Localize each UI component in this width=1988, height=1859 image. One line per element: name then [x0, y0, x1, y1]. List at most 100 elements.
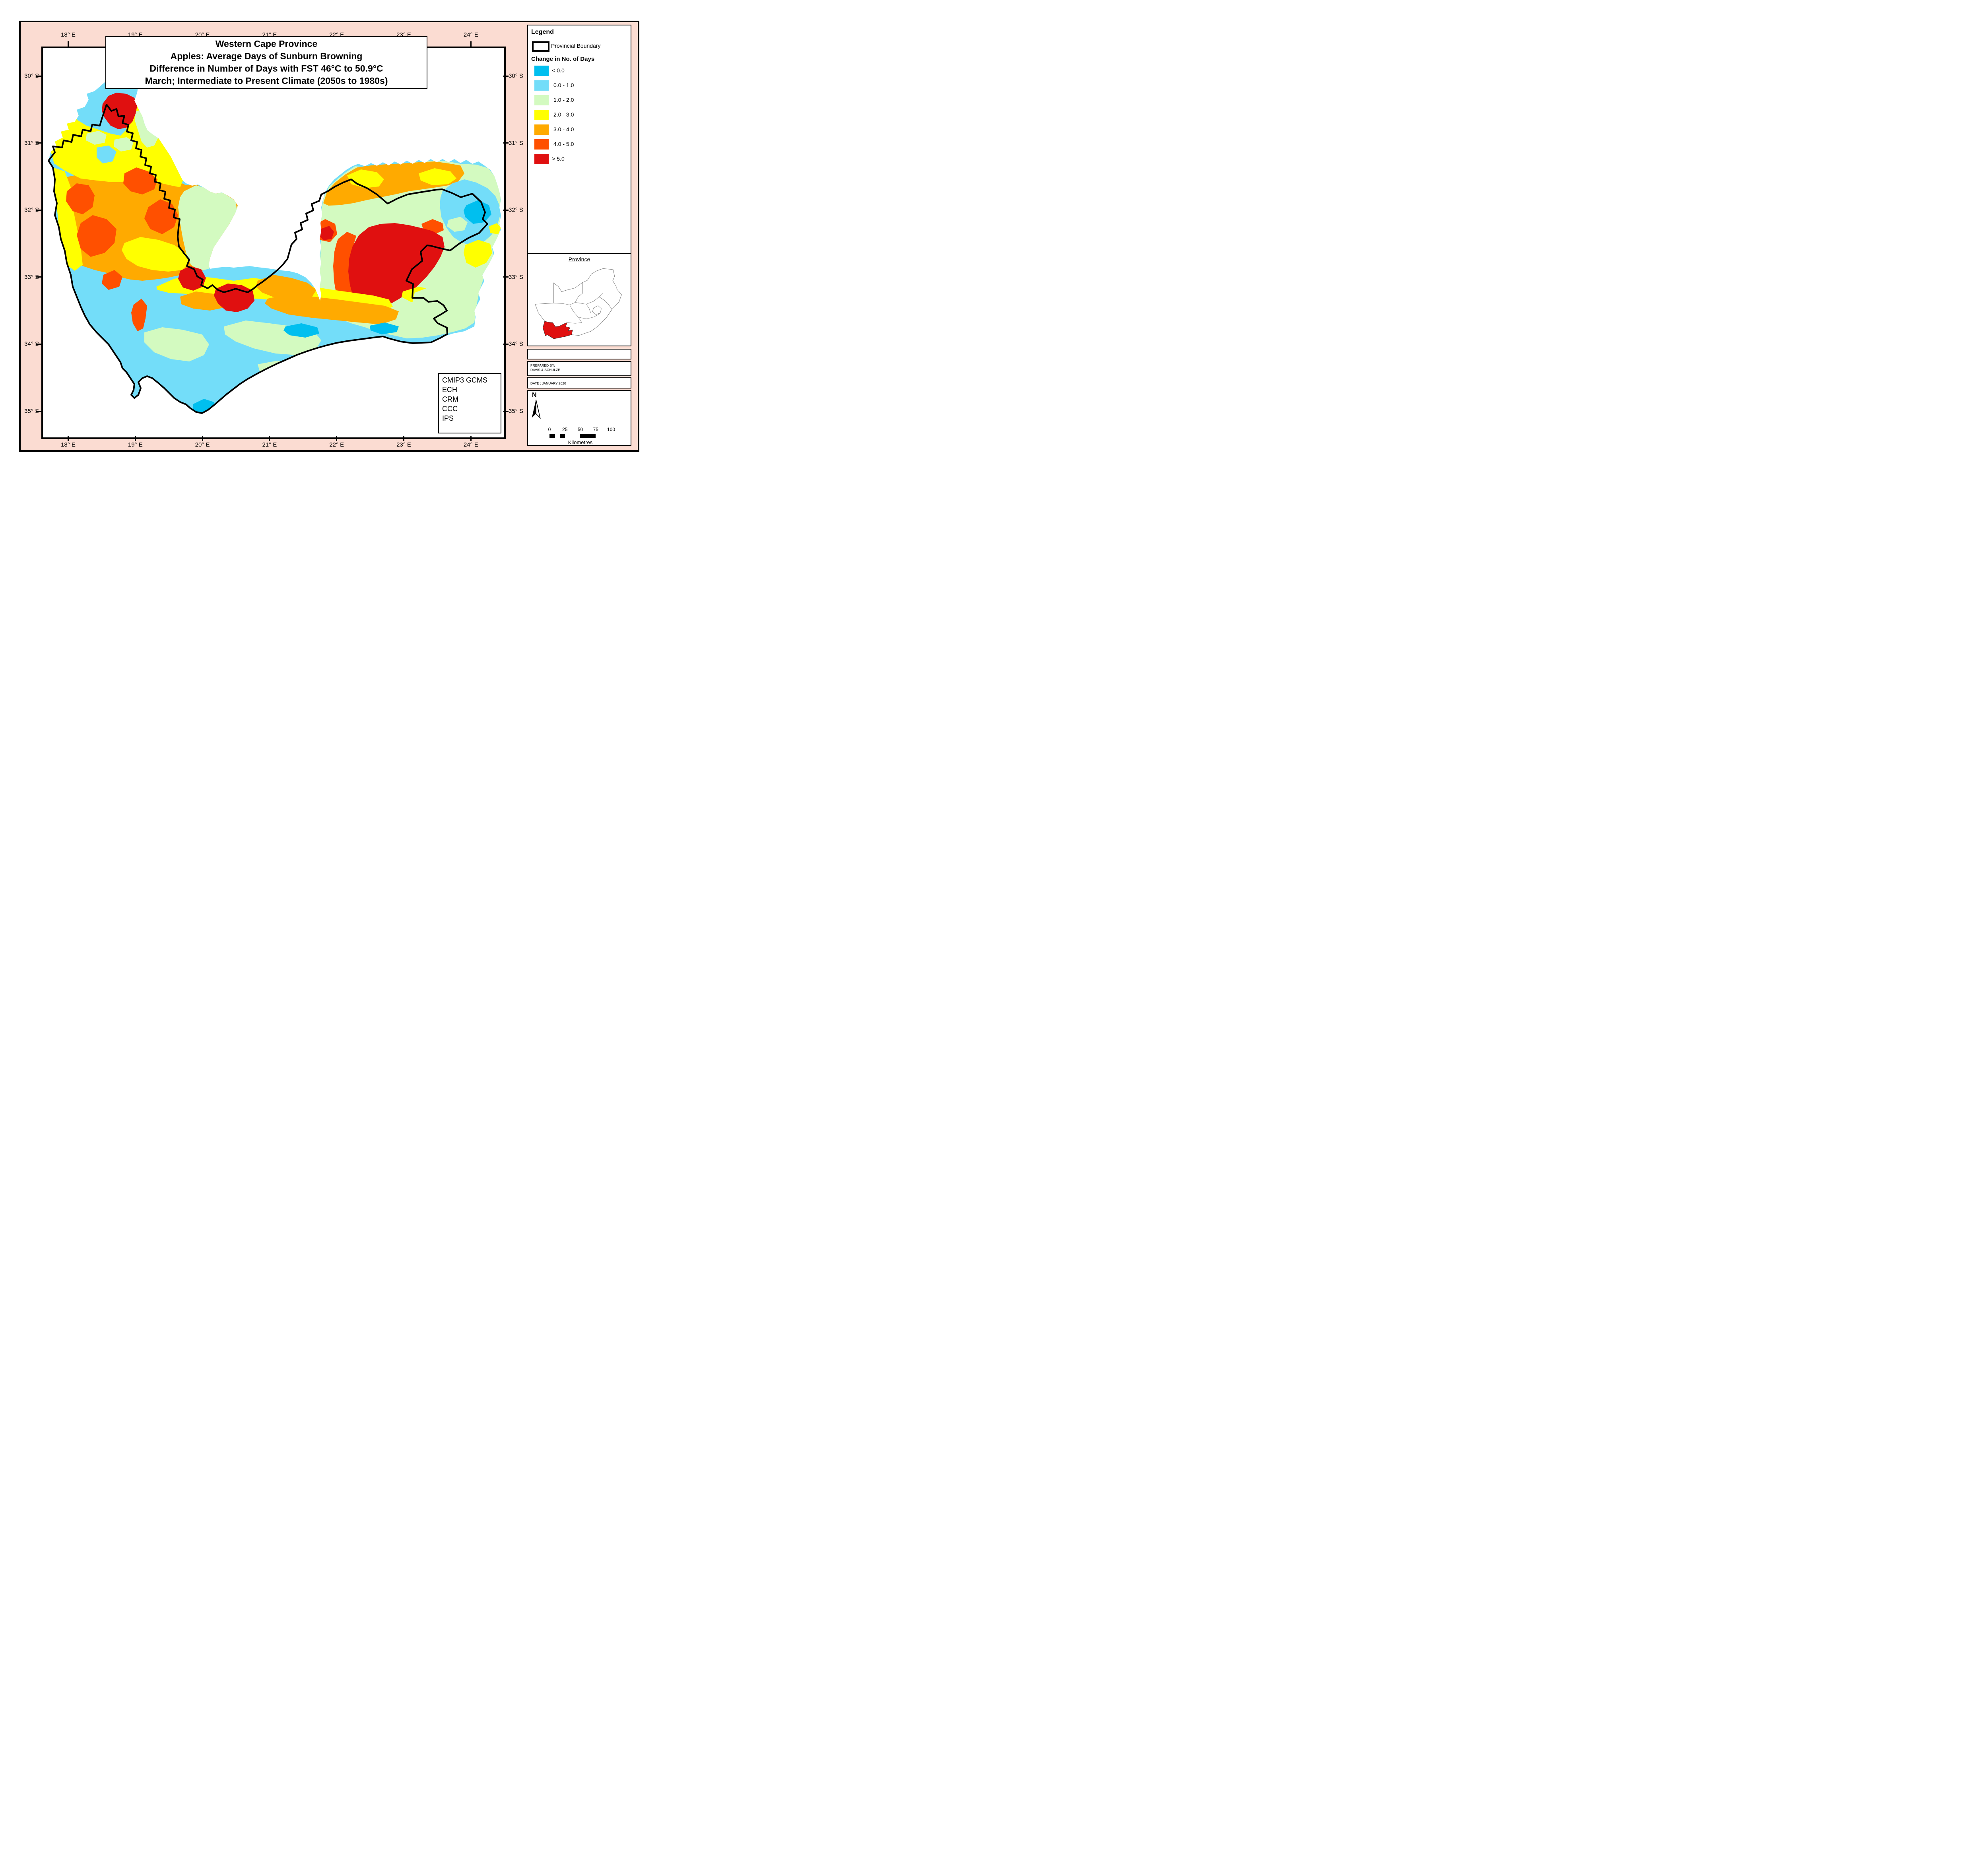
catchment-region-4050 — [66, 183, 95, 214]
prepared-by-label: PREPARED BY: — [530, 363, 555, 367]
sa-province-border — [575, 293, 604, 305]
axis-tick-right — [503, 142, 509, 144]
legend-color-swatch — [534, 124, 549, 135]
legend-row: < 0.0 — [534, 66, 630, 76]
map-title-box: Western Cape Province Apples: Average Da… — [105, 36, 427, 89]
axis-label-right: 32° S — [509, 206, 523, 214]
scalebar-unit: Kilometres — [568, 439, 593, 445]
catchment-region-4050 — [123, 167, 157, 194]
catchment-region-2030 — [489, 223, 501, 234]
axis-label-left: 33° S — [24, 274, 39, 281]
catchment-region-1020 — [144, 327, 209, 361]
scalebar-tick-labels: 0 25 50 75 100 — [548, 427, 615, 433]
lesotho-outline — [592, 305, 602, 315]
date-text: DATE : JANUARY 2020 — [530, 381, 566, 385]
axis-tick-left — [36, 410, 41, 412]
catchment-region-4050 — [131, 299, 147, 331]
axis-label-bottom: 18° E — [61, 441, 76, 448]
scalebar-tick-label: 100 — [607, 427, 615, 432]
scalebar-segment — [555, 434, 560, 438]
north-scale-box: N 0 25 50 75 100 Kilometres — [527, 390, 631, 446]
provincial-boundary-line — [48, 104, 488, 414]
axis-label-bottom: 23° E — [396, 441, 411, 448]
gcms-box: CMIP3 GCMS ECH CRM CCC IPS — [438, 373, 501, 433]
catchment-region-0010 — [97, 146, 116, 163]
prepared-by-box: PREPARED BY: DAVIS & SCHULZE — [527, 361, 631, 376]
catchment-region-2030 — [464, 240, 492, 268]
legend-class-label: < 0.0 — [552, 67, 565, 74]
scalebar-segment — [565, 434, 580, 438]
date-box: DATE : JANUARY 2020 — [527, 377, 631, 389]
axis-tick-right — [503, 209, 509, 211]
sa-province-border — [578, 313, 600, 319]
scalebar-segment — [580, 434, 596, 438]
provincial-boundary-label: Provincial Boundary — [551, 43, 601, 49]
axis-tick-bottom — [202, 436, 203, 441]
province-inset-panel: Province — [527, 253, 631, 346]
catchment-region-1020 — [412, 287, 476, 329]
legend-color-swatch — [534, 139, 549, 150]
catchment-region-50 — [102, 93, 137, 129]
axis-label-top: 24° E — [463, 31, 478, 38]
legend-row: 4.0 - 5.0 — [534, 139, 630, 150]
axis-label-right: 30° S — [509, 72, 523, 80]
scalebar-segment — [550, 434, 555, 438]
legend-class-label: 1.0 - 2.0 — [553, 97, 574, 103]
axis-label-left: 35° S — [24, 408, 39, 415]
south-africa-inset-map — [535, 268, 622, 339]
legend-class-label: 2.0 - 3.0 — [553, 111, 574, 118]
title-line: March; Intermediate to Present Climate (… — [145, 76, 388, 86]
catchment-region-1020 — [447, 217, 468, 232]
scalebar-segment — [595, 434, 611, 438]
axis-label-left: 32° S — [24, 206, 39, 214]
axis-tick-left — [36, 276, 41, 278]
catchment-region-4050 — [102, 270, 122, 290]
catchment-region-4050 — [333, 232, 356, 309]
sa-province-border — [586, 304, 591, 313]
legend-title: Legend — [531, 29, 554, 35]
axis-tick-bottom — [269, 436, 270, 441]
axis-tick-bottom — [336, 436, 338, 441]
legend-color-swatch — [534, 95, 549, 105]
legend-color-swatch — [534, 154, 549, 164]
axis-tick-right — [503, 75, 509, 77]
catchment-region-3040 — [256, 275, 316, 301]
catchment-region-1020 — [86, 131, 107, 145]
catchment-region-00 — [464, 200, 491, 224]
gcms-line: ECH — [442, 386, 458, 394]
axis-label-bottom: 24° E — [463, 441, 478, 448]
inset-title: Province — [568, 256, 590, 262]
north-label: N — [532, 392, 537, 398]
legend-color-swatch — [534, 66, 549, 76]
axis-label-bottom: 21° E — [262, 441, 277, 448]
axis-label-right: 34° S — [509, 340, 523, 348]
catchment-region-2030 — [419, 168, 456, 185]
scalebar-bar — [549, 434, 611, 438]
catchment-region-00 — [88, 354, 99, 380]
axis-tick-bottom — [68, 436, 69, 441]
scalebar: 0 25 50 75 100 Kilometres — [548, 427, 615, 445]
sa-province-border — [567, 322, 582, 324]
title-line: Western Cape Province — [215, 39, 318, 49]
catchment-region-00 — [370, 322, 399, 334]
axis-tick-right — [503, 343, 509, 345]
axis-label-right: 35° S — [509, 408, 523, 415]
catchment-region-2030 — [53, 167, 83, 271]
axis-label-right: 31° S — [509, 140, 523, 147]
axis-label-right: 33° S — [509, 274, 523, 281]
spacer-box — [527, 349, 631, 359]
legend-panel: Legend Provincial Boundary Change in No.… — [527, 25, 631, 254]
axis-label-top: 18° E — [61, 31, 76, 38]
axis-tick-bottom — [470, 436, 472, 441]
catchment-region-50 — [319, 226, 334, 240]
choropleth-map — [48, 74, 501, 414]
sa-province-border — [569, 305, 582, 323]
map-document: 18° E 19° E 20° E 21° E 22° E 23° E 24° E 18° E… — [0, 0, 657, 465]
axis-label-left: 34° S — [24, 340, 39, 348]
catchment-region-00 — [283, 323, 319, 338]
gcms-line: CMIP3 GCMS — [442, 376, 488, 384]
axis-tick-bottom — [134, 436, 136, 441]
axis-tick-right — [503, 276, 509, 278]
axis-tick-left — [36, 75, 41, 77]
axis-label-left: 30° S — [24, 72, 39, 80]
